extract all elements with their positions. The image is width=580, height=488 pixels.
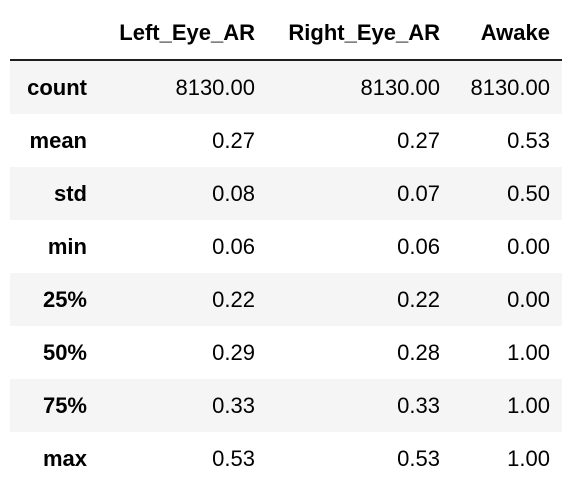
table-cell: 0.33	[397, 392, 440, 418]
table-cell: 0.22	[397, 286, 440, 312]
table-cell: 0.00	[507, 286, 550, 312]
table-cell: 0.33	[212, 392, 255, 418]
row-label: max	[42, 445, 87, 471]
table-cell: 0.06	[397, 233, 440, 259]
row-label: min	[47, 233, 87, 259]
table-cell: 0.28	[397, 339, 440, 365]
table-cell: 0.22	[212, 286, 255, 312]
table-cell: 0.53	[507, 127, 550, 153]
table-cell: 8130.00	[470, 74, 550, 100]
table-row: 50% 0.29 0.28 1.00	[10, 326, 562, 379]
table-cell: 0.50	[507, 180, 550, 206]
describe-table: Left_Eye_AR Right_Eye_AR Awake count 813…	[10, 7, 562, 485]
row-label: 25%	[42, 286, 87, 312]
table-row: 25% 0.22 0.22 0.00	[10, 273, 562, 326]
index-header-cell	[10, 7, 99, 61]
table-row: std 0.08 0.07 0.50	[10, 167, 562, 220]
row-label: count	[27, 74, 87, 100]
table-row: mean 0.27 0.27 0.53	[10, 114, 562, 167]
table-cell: 0.29	[212, 339, 255, 365]
table-cell: 8130.00	[175, 74, 255, 100]
table-cell: 8130.00	[360, 74, 440, 100]
table-cell: 0.06	[212, 233, 255, 259]
table-cell: 0.07	[397, 180, 440, 206]
table-cell: 0.53	[397, 445, 440, 471]
row-label: mean	[29, 127, 87, 153]
table-cell: 0.53	[212, 445, 255, 471]
row-label: 50%	[42, 339, 87, 365]
table-cell: 1.00	[507, 445, 550, 471]
table-row: max 0.53 0.53 1.00	[10, 432, 562, 485]
table-cell: 0.08	[212, 180, 255, 206]
table-row: min 0.06 0.06 0.00	[10, 220, 562, 273]
table-body: count 8130.00 8130.00 8130.00 mean 0.27 …	[10, 60, 562, 485]
table-cell: 1.00	[507, 392, 550, 418]
column-header-awake: Awake	[452, 7, 562, 61]
table-cell: 0.27	[397, 127, 440, 153]
table-row: 75% 0.33 0.33 1.00	[10, 379, 562, 432]
table-row: count 8130.00 8130.00 8130.00	[10, 60, 562, 114]
table-cell: 0.00	[507, 233, 550, 259]
table-cell: 1.00	[507, 339, 550, 365]
column-header-left-eye-ar: Left_Eye_AR	[99, 7, 267, 61]
row-label: 75%	[42, 392, 87, 418]
header-row: Left_Eye_AR Right_Eye_AR Awake	[10, 7, 562, 61]
row-label: std	[54, 180, 87, 206]
column-header-right-eye-ar: Right_Eye_AR	[267, 7, 452, 61]
table-cell: 0.27	[212, 127, 255, 153]
table-header: Left_Eye_AR Right_Eye_AR Awake	[10, 7, 562, 61]
